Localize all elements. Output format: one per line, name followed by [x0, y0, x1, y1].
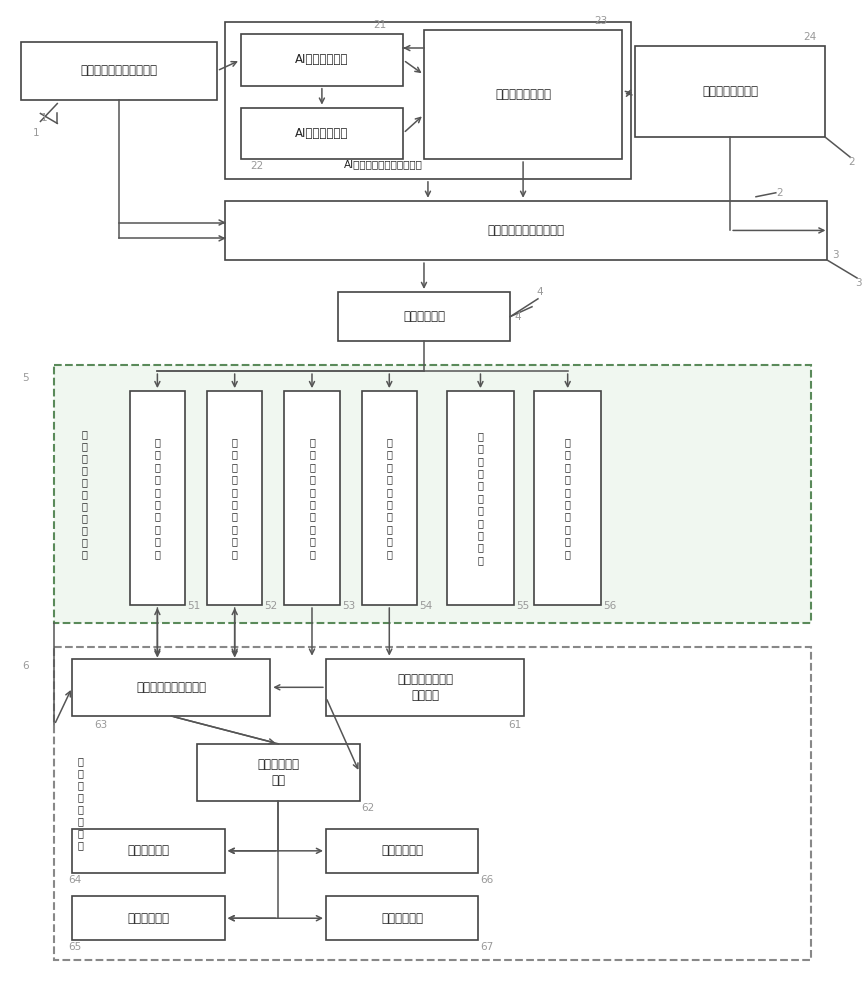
Text: 植
物
和
动
物
研
究
室
单
元: 植 物 和 动 物 研 究 室 单 元 [387, 437, 392, 559]
Text: 3: 3 [855, 278, 862, 288]
Text: 64: 64 [68, 875, 81, 885]
Text: 65: 65 [68, 942, 81, 952]
Text: 54: 54 [419, 601, 432, 611]
Text: 24: 24 [803, 32, 816, 42]
Bar [534, 391, 602, 605]
Text: 人工干预分析系统: 人工干预分析系统 [495, 88, 551, 101]
Bar [72, 659, 270, 716]
Text: 6: 6 [22, 661, 29, 671]
Text: 植物和动物健康监测单元: 植物和动物健康监测单元 [80, 64, 157, 77]
Bar [424, 30, 622, 159]
Bar [241, 108, 403, 159]
Text: 植
物
和
动
物
管
理
员
单
元: 植 物 和 动 物 管 理 员 单 元 [154, 437, 161, 559]
Text: 实验研究数据分析
管理单元: 实验研究数据分析 管理单元 [397, 673, 453, 702]
Bar [72, 896, 224, 940]
Bar [54, 647, 811, 960]
Text: AI诊疗控制系统: AI诊疗控制系统 [295, 53, 349, 66]
Bar [326, 896, 478, 940]
Text: 21: 21 [374, 20, 387, 30]
Text: 62: 62 [362, 803, 375, 813]
Text: 行业监管模块: 行业监管模块 [128, 912, 169, 925]
Text: 1: 1 [41, 113, 47, 123]
Bar [635, 46, 825, 137]
Bar [362, 391, 417, 605]
Text: 数据接口单元: 数据接口单元 [403, 310, 445, 323]
Text: 行业帮助模块: 行业帮助模块 [128, 844, 169, 857]
Text: 3: 3 [832, 250, 839, 260]
Bar [129, 391, 186, 605]
Text: AI和人工健康综合控制单元: AI和人工健康综合控制单元 [343, 159, 423, 169]
Text: 61: 61 [508, 720, 521, 730]
Bar [241, 34, 403, 86]
Text: 经营指导模块: 经营指导模块 [381, 912, 423, 925]
Text: 2: 2 [848, 157, 854, 167]
Bar [447, 391, 514, 605]
Text: 行业情报模块: 行业情报模块 [381, 844, 423, 857]
Text: 23: 23 [595, 16, 608, 26]
Bar [207, 391, 262, 605]
Text: 植
物
和
动
物
综
合
管
理
单
元: 植 物 和 动 物 综 合 管 理 单 元 [477, 431, 483, 565]
Text: 1: 1 [33, 128, 39, 138]
Bar [21, 42, 217, 100]
Bar [326, 659, 524, 716]
Text: 67: 67 [481, 942, 494, 952]
Bar [337, 292, 510, 341]
Text: 植
物
和
动
物
实
验
室
单
元: 植 物 和 动 物 实 验 室 单 元 [309, 437, 315, 559]
Text: 52: 52 [264, 601, 278, 611]
Bar [284, 391, 340, 605]
Text: 66: 66 [481, 875, 494, 885]
Text: 53: 53 [342, 601, 355, 611]
Text: 63: 63 [94, 720, 107, 730]
Text: 植
物
和
动
物
兴
趣
者
单
元: 植 物 和 动 物 兴 趣 者 单 元 [564, 437, 570, 559]
Text: 植
物
和
动
物
拥
有
者
单
元: 植 物 和 动 物 拥 有 者 单 元 [232, 437, 237, 559]
Text: 现场数据分析管理单元: 现场数据分析管理单元 [136, 681, 206, 694]
Text: 4: 4 [536, 287, 543, 297]
Text: AI治疗控制系统: AI治疗控制系统 [295, 127, 349, 140]
Text: 人工干预执行单元: 人工干预执行单元 [702, 85, 759, 98]
Bar [54, 365, 811, 623]
Text: 综合分析管理
单元: 综合分析管理 单元 [257, 758, 299, 787]
Text: 5: 5 [22, 373, 29, 383]
Text: 56: 56 [603, 601, 616, 611]
Bar [326, 829, 478, 873]
Bar [224, 201, 828, 260]
Text: 51: 51 [187, 601, 200, 611]
Text: 数
据
分
析
监
控
单
元: 数 据 分 析 监 控 单 元 [77, 756, 83, 850]
Bar [72, 829, 224, 873]
Text: 大数据监控管理中心单元: 大数据监控管理中心单元 [488, 224, 564, 237]
Text: 55: 55 [516, 601, 529, 611]
Text: 2: 2 [776, 188, 783, 198]
Bar [197, 744, 360, 801]
Bar [224, 22, 631, 179]
Text: 植
物
和
动
物
操
作
监
管
单
元: 植 物 和 动 物 操 作 监 管 单 元 [81, 429, 87, 559]
Text: 4: 4 [514, 312, 520, 322]
Text: 22: 22 [250, 161, 264, 171]
